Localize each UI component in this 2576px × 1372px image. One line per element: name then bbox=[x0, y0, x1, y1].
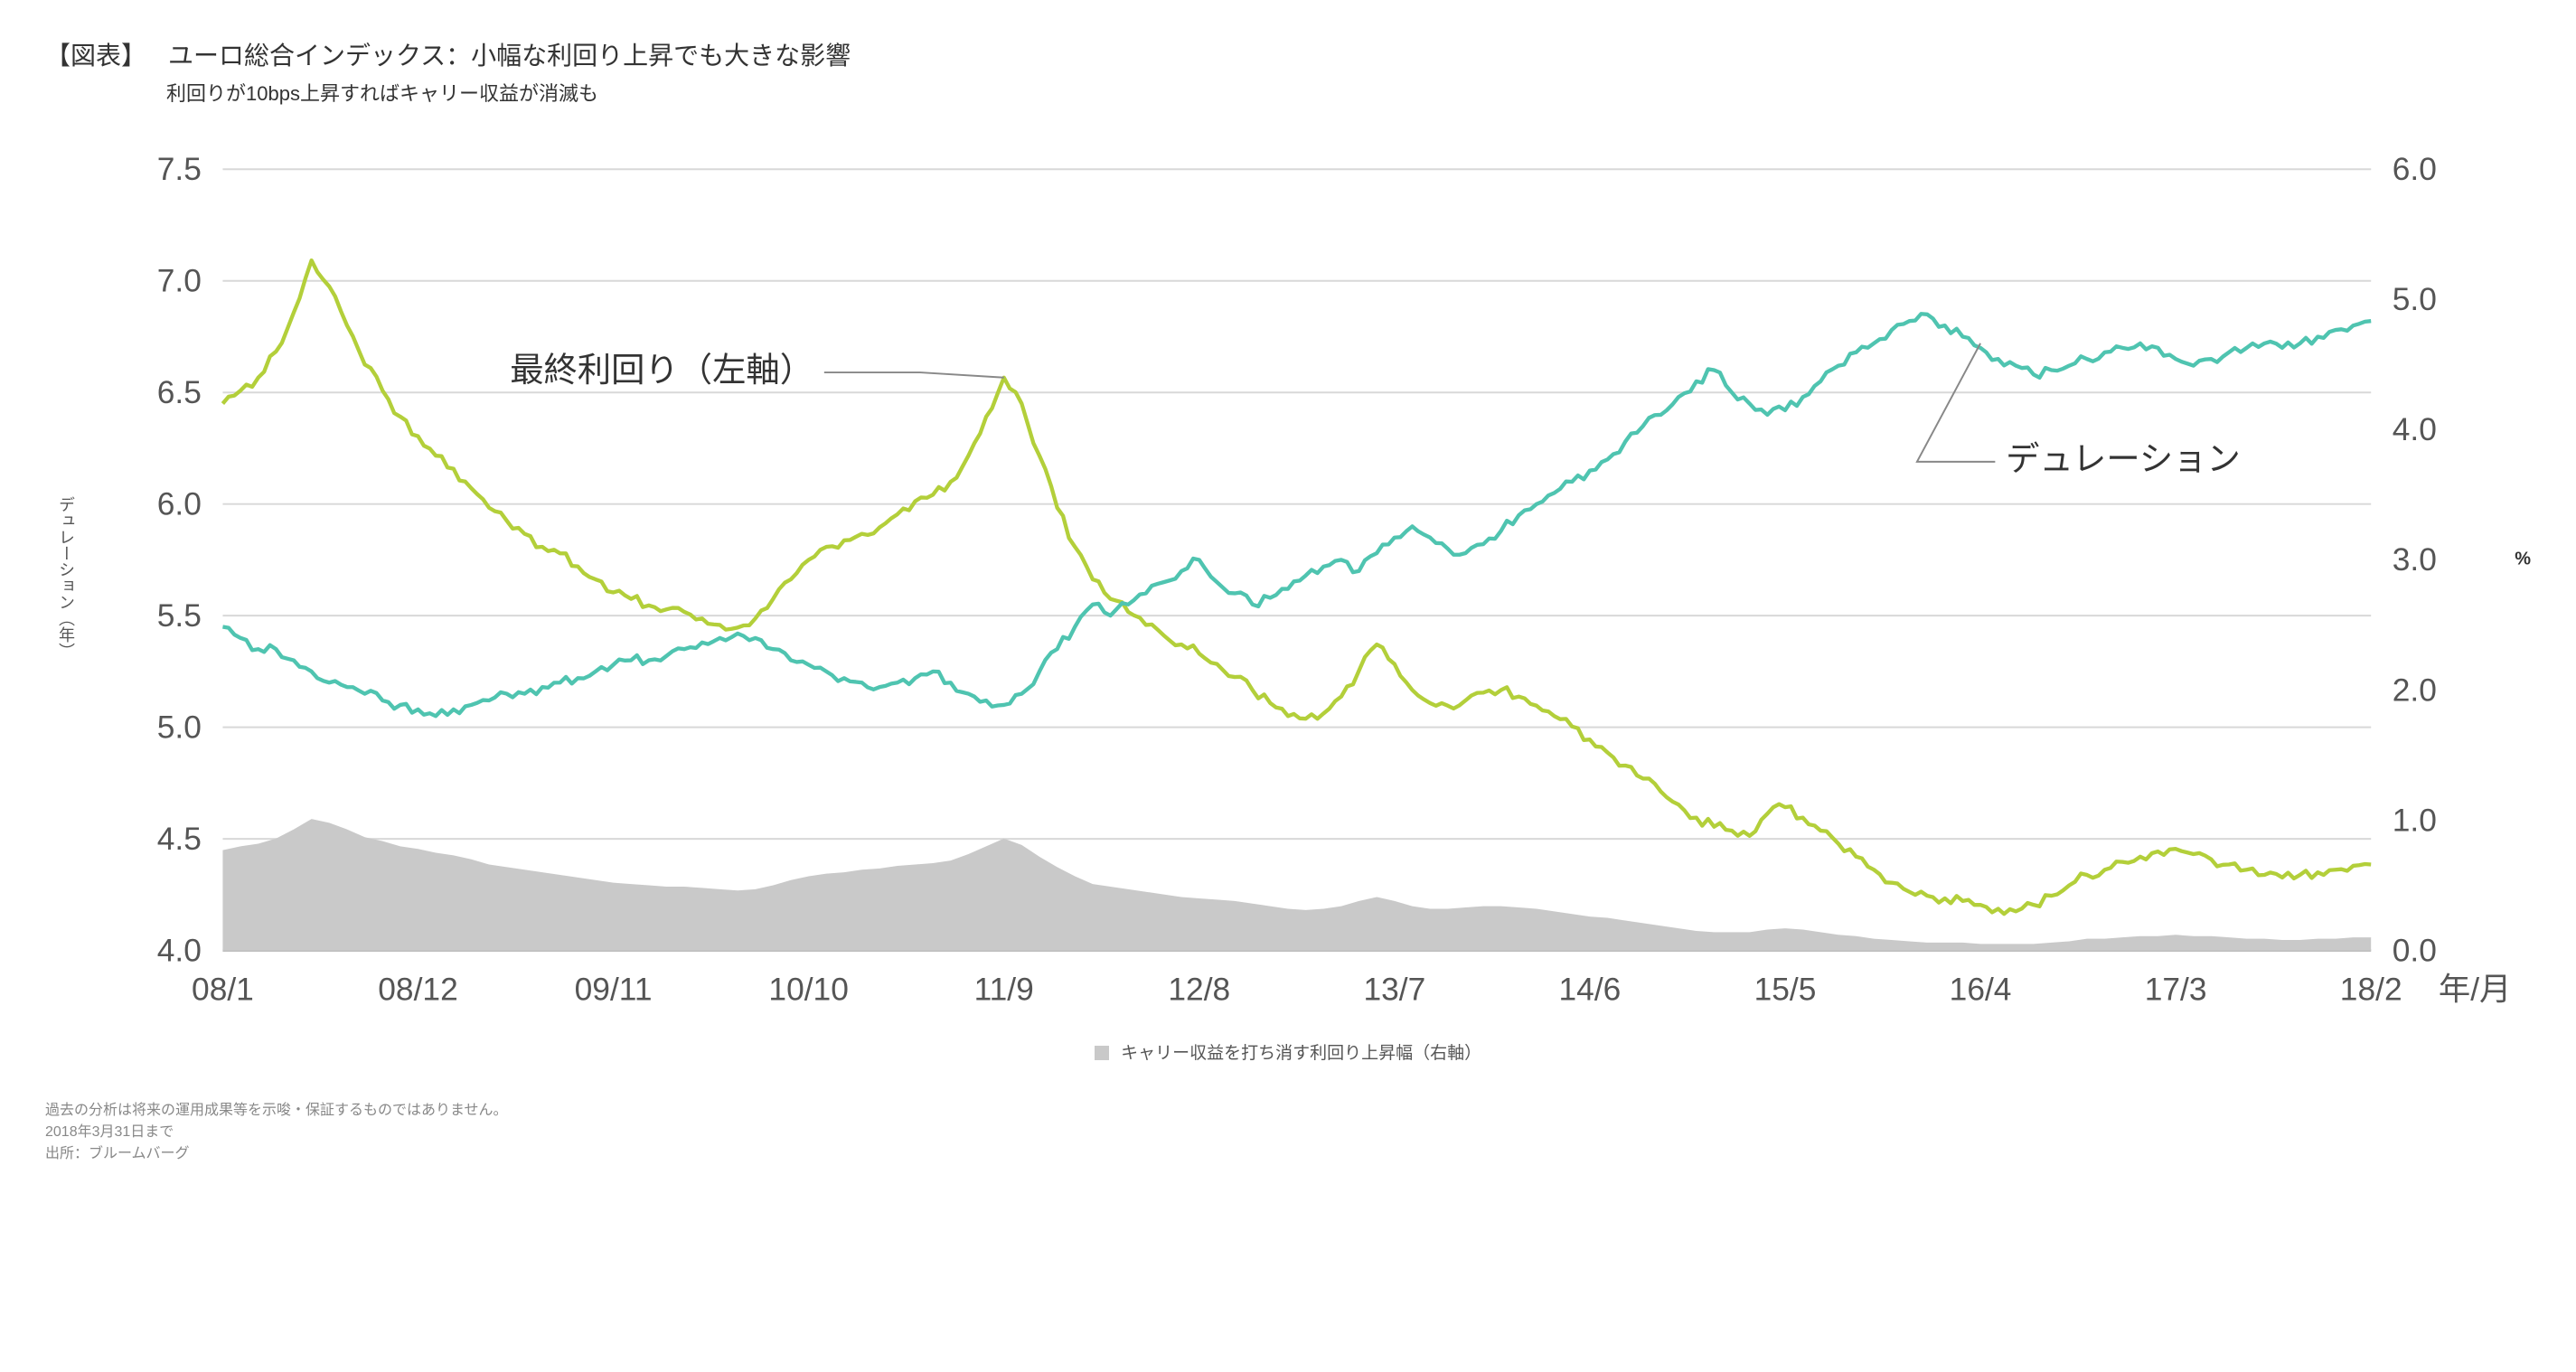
svg-text:11/9: 11/9 bbox=[974, 973, 1034, 1008]
svg-text:14/6: 14/6 bbox=[1559, 973, 1622, 1008]
svg-text:10/10: 10/10 bbox=[768, 973, 848, 1008]
svg-text:2.0: 2.0 bbox=[2393, 672, 2437, 708]
svg-text:5.5: 5.5 bbox=[157, 598, 202, 634]
chart-container: デュレーション（年） % 4.0 4.5 5.0 5.5 6.0 6.5 7.0 7.5 0.0… bbox=[45, 134, 2531, 1021]
svg-text:08/1: 08/1 bbox=[192, 973, 254, 1008]
svg-text:6.0: 6.0 bbox=[2393, 152, 2437, 187]
svg-text:18/2: 18/2 bbox=[2340, 973, 2402, 1008]
svg-text:08/12: 08/12 bbox=[378, 973, 457, 1008]
footnote-line: 出所：ブルームバーグ bbox=[45, 1143, 2531, 1165]
svg-text:13/7: 13/7 bbox=[1363, 973, 1425, 1008]
svg-text:3.0: 3.0 bbox=[2393, 542, 2437, 578]
title-main: ユーロ総合インデックス：小幅な利回り上昇でも大きな影響 bbox=[168, 36, 851, 72]
footnote-line: 2018年3月31日まで bbox=[45, 1122, 2531, 1143]
svg-text:6.5: 6.5 bbox=[157, 375, 202, 410]
svg-text:16/4: 16/4 bbox=[1950, 973, 2012, 1008]
svg-text:7.0: 7.0 bbox=[157, 264, 202, 299]
svg-text:0.0: 0.0 bbox=[2393, 933, 2437, 968]
svg-text:09/11: 09/11 bbox=[575, 973, 653, 1008]
svg-text:5.0: 5.0 bbox=[2393, 282, 2437, 317]
svg-text:1.0: 1.0 bbox=[2393, 803, 2437, 838]
yield-annotation: 最終利回り（左軸） bbox=[510, 351, 813, 389]
legend: キャリー収益を打ち消す利回り上昇幅（右軸） bbox=[45, 1039, 2531, 1064]
svg-text:7.5: 7.5 bbox=[157, 152, 202, 187]
footnotes: 過去の分析は将来の運用成果等を示唆・保証するものではありません。 2018年3月… bbox=[45, 1100, 2531, 1165]
subtitle: 利回りが10bps上昇すればキャリー収益が消滅も bbox=[166, 78, 2531, 107]
svg-text:12/8: 12/8 bbox=[1168, 973, 1230, 1008]
chart-svg: 4.0 4.5 5.0 5.5 6.0 6.5 7.0 7.5 0.0 1.0 2.0 3.0 4.0 5… bbox=[45, 134, 2531, 1021]
svg-text:6.0: 6.0 bbox=[157, 486, 202, 522]
chart-header: 【図表】 ユーロ総合インデックス：小幅な利回り上昇でも大きな影響 利回りが10b… bbox=[45, 36, 2531, 107]
svg-text:4.5: 4.5 bbox=[157, 822, 202, 857]
svg-text:4.0: 4.0 bbox=[157, 933, 202, 968]
y-left-axis-label: デュレーション（年） bbox=[54, 496, 78, 659]
legend-text: キャリー収益を打ち消す利回り上昇幅（右軸） bbox=[1121, 1044, 1481, 1063]
svg-text:15/5: 15/5 bbox=[1754, 973, 1817, 1008]
svg-text:5.0: 5.0 bbox=[157, 709, 202, 745]
svg-text:17/3: 17/3 bbox=[2145, 973, 2207, 1008]
legend-swatch bbox=[1095, 1046, 1109, 1060]
title-prefix: 【図表】 bbox=[45, 36, 146, 72]
duration-annotation: デュレーション bbox=[2006, 440, 2241, 478]
svg-text:4.0: 4.0 bbox=[2393, 412, 2437, 447]
y-right-axis-unit: % bbox=[2515, 550, 2531, 570]
x-axis-unit: 年/月 bbox=[2439, 973, 2512, 1008]
footnote-line: 過去の分析は将来の運用成果等を示唆・保証するものではありません。 bbox=[45, 1100, 2531, 1122]
